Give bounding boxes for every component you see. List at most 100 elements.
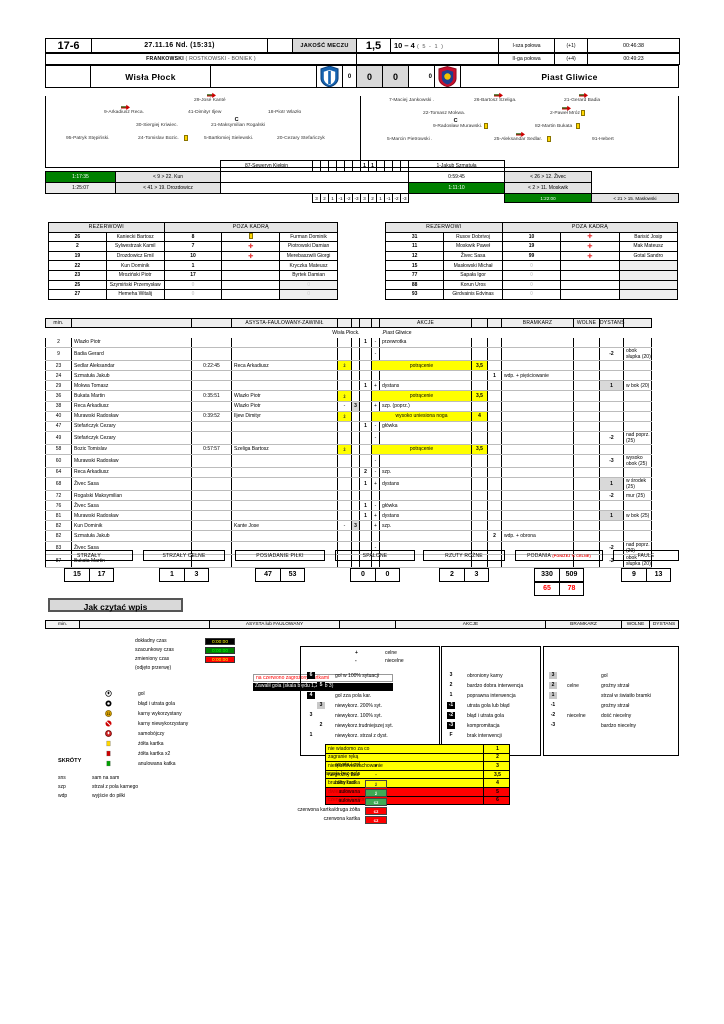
- out-of-squad-header: POZA KADRĄ: [501, 222, 679, 233]
- col-score: [359, 318, 372, 328]
- events-team-row: Wisła Płock. .Piast Gliwice: [46, 328, 680, 338]
- event-assist: [231, 477, 338, 492]
- stat-home-value: 15: [73, 571, 81, 578]
- out-status-icon: [560, 289, 620, 300]
- out-player-name: Piotrowski Damian: [279, 241, 338, 252]
- home-gk-mark-2: [320, 160, 329, 172]
- events-header-row: min. ASYSTA-FAULOWANY-ZAWINIŁ AKCJE BRAMKAR…: [45, 318, 680, 328]
- lineup-player: 5-Bartłomiej Sielewski.: [204, 136, 254, 141]
- home-sub-2-text[interactable]: < 41 > 19. Drozdowicz: [115, 182, 221, 194]
- out-player-name: Gotal Sandro: [618, 250, 679, 262]
- event-dystans-value: -2: [599, 541, 624, 555]
- shots-ontarget: ( 5 - 1 ): [416, 44, 444, 50]
- event-wolne: [573, 347, 600, 362]
- card-legend-sign: +: [374, 763, 378, 768]
- event-assist: [231, 431, 338, 445]
- piast-gliwice-crest-icon: [438, 66, 457, 87]
- lineup-player: 9-Arkadiusz Reca.: [104, 110, 144, 115]
- half2-time: 00:49:23: [587, 53, 680, 65]
- legend-time-chip: 0:00:00: [205, 647, 235, 654]
- reserves-row: 15 Masłowski Michał 0: [384, 260, 679, 271]
- event-dystans-value: [599, 360, 624, 372]
- event-player: Wlazło Piotr: [71, 337, 192, 349]
- legend-bramkarz-text: błąd i utrata gola: [467, 712, 504, 719]
- event-dystans-value: -3: [599, 454, 624, 468]
- event-rating: [351, 411, 360, 422]
- second-yellow-icon: [105, 750, 112, 757]
- col-wolne: WOLNE: [573, 318, 600, 328]
- event-time: 0:22:45: [191, 360, 232, 372]
- event-row: 82 Szmatuła Jakub 2 wdp. + obrona: [45, 530, 680, 542]
- legend-time-chip: 0:00:00: [205, 656, 235, 663]
- foul-legend-value: 2: [483, 752, 510, 763]
- match-stats: STRZAŁY 15 17 STRZAŁY CELNE 1 3 POSIADANIE PIŁ…: [45, 550, 679, 596]
- legend-title: Jak czytać wpis: [48, 598, 183, 612]
- event-rating: [351, 467, 360, 479]
- event-rating: [351, 454, 360, 468]
- event-card: [337, 421, 352, 432]
- bench-number: 12: [384, 250, 445, 262]
- legend-bramkarz-value: -3: [447, 722, 455, 729]
- event-wolne: [573, 421, 600, 432]
- event-dystans-text: w środek (25): [623, 477, 652, 492]
- yellow-card-icon: [483, 123, 488, 129]
- away-sub-2-text[interactable]: < 2 > 11. Moskwik: [504, 182, 592, 194]
- event-player: Živec Sasa: [71, 477, 192, 492]
- event-dystans-text: [623, 467, 652, 479]
- lineup-player: 91-Hebert: [592, 137, 614, 142]
- card-legend-chip: cz: [365, 807, 387, 815]
- substitution-arrow-icon: [515, 131, 525, 137]
- event-player: Rogalski Maksymilian: [71, 490, 192, 502]
- event-row: 68 Živec Sasa 1 + dystans 1 w środek (25): [45, 477, 680, 492]
- event-gk-value: [487, 337, 502, 349]
- legend-bramkarz-panel: [441, 646, 541, 756]
- event-action-value: [471, 520, 488, 532]
- bench-player-name: Hemeha Witalij: [105, 289, 165, 300]
- card-legend: asysta i gol + asysta bez gola - żółta kartk…: [240, 762, 387, 825]
- event-row: 40 Murawski Radosław 0:39:52 Iljew Dimityr ż…: [45, 411, 680, 422]
- event-time: [191, 370, 232, 382]
- home-sub-1-text[interactable]: < 9 > 22. Kun: [115, 171, 221, 183]
- event-assist: Wlazło Piotr: [231, 401, 338, 412]
- bench-number: 77: [384, 269, 445, 281]
- event-gk-text: [501, 510, 574, 522]
- event-action-sign: -: [371, 347, 380, 362]
- event-rating: [351, 444, 360, 455]
- event-card: [337, 500, 352, 512]
- away-sub-3-text[interactable]: < 21 > 15. Masłowski: [591, 193, 679, 203]
- legend-bramkarz-text: kompromitacja: [467, 722, 500, 729]
- goal-icon: [105, 690, 112, 697]
- event-row: 36 Bukata Martin 0:35:51 Wlazło Piotr ż potrą…: [45, 390, 680, 402]
- event-row: 2 Wlazło Piotr 1- przewrotka: [45, 337, 680, 349]
- away-sub-1-text[interactable]: < 26 > 12. Živec: [504, 171, 592, 183]
- event-assist: [231, 454, 338, 468]
- foul-legend-value: 3,5: [483, 769, 510, 780]
- away-score-small: 0: [408, 65, 435, 88]
- event-gk-text: [501, 360, 574, 372]
- stat-block: FAULE 9 13: [613, 550, 679, 582]
- event-time: [191, 477, 232, 492]
- event-wolne: [573, 490, 600, 502]
- event-dystans-text: [623, 401, 652, 412]
- event-action-sign: +: [371, 380, 380, 392]
- event-rating-plain: 1: [359, 477, 372, 492]
- reserves-row: 25 Szymiński Przemysław 0 0: [48, 279, 338, 291]
- event-time: [191, 520, 232, 532]
- foul-legend-value: 1: [483, 744, 510, 754]
- event-player: Mokwa Tomasz: [71, 380, 192, 392]
- event-gk-value: [487, 490, 502, 502]
- stat-label: RZUTY ROŻNE: [423, 550, 505, 561]
- event-rating-plain: 1: [359, 421, 372, 432]
- bench-player-name: Drozdowicz Emil: [105, 250, 165, 262]
- event-assist: [231, 337, 338, 349]
- event-row: 47 Stefańczyk Cezary 1- główka: [45, 421, 680, 432]
- yellow-card-icon: [248, 232, 253, 239]
- event-player: Bozic Tomislav: [71, 444, 192, 455]
- away-gk-mark-3: [376, 160, 385, 172]
- out-number: 0: [501, 279, 562, 291]
- out-status-icon: ✛: [221, 250, 281, 262]
- referee-assistants: ( ROSTKOWSKI - BONIEK ): [185, 56, 256, 62]
- event-rating-plain: [359, 360, 372, 372]
- event-rating-plain: 2: [359, 467, 372, 479]
- event-card: [337, 454, 352, 468]
